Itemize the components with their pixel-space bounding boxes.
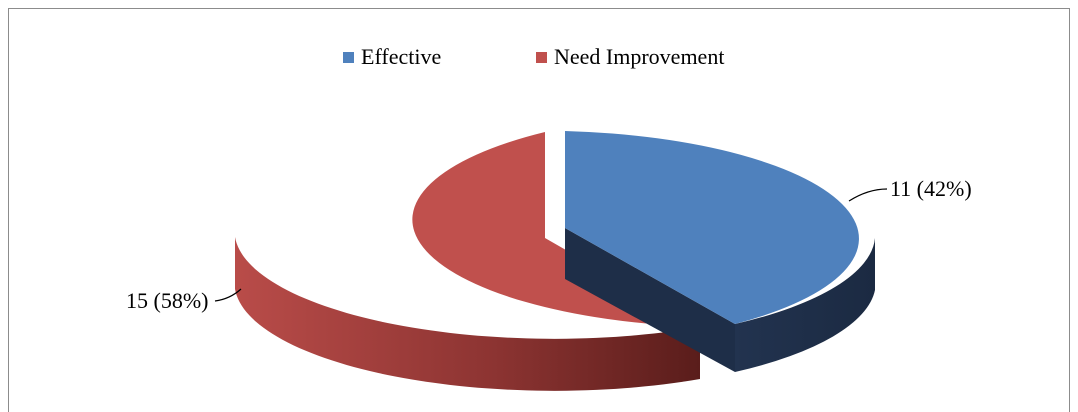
legend-swatch-effective	[343, 52, 354, 63]
legend-label-effective: Effective	[361, 44, 441, 69]
leader-line-need-improvement	[214, 288, 242, 302]
legend: Effective Need Improvement	[343, 44, 724, 69]
data-label-need-improvement: 15 (58%)	[126, 288, 208, 313]
data-label-effective: 11 (42%)	[890, 176, 972, 201]
slice-need-improvement-side	[235, 237, 700, 391]
slice-need-improvement-top	[412, 132, 700, 327]
slice-effective-top	[565, 131, 859, 324]
slice-effective	[565, 131, 875, 372]
leader-line-effective	[848, 188, 888, 202]
slice-effective-cut-face	[565, 228, 735, 372]
legend-swatch-need-improvement	[536, 52, 547, 63]
slice-effective-side	[735, 238, 875, 372]
slice-need-improvement	[235, 132, 700, 391]
legend-label-need-improvement: Need Improvement	[554, 44, 724, 69]
